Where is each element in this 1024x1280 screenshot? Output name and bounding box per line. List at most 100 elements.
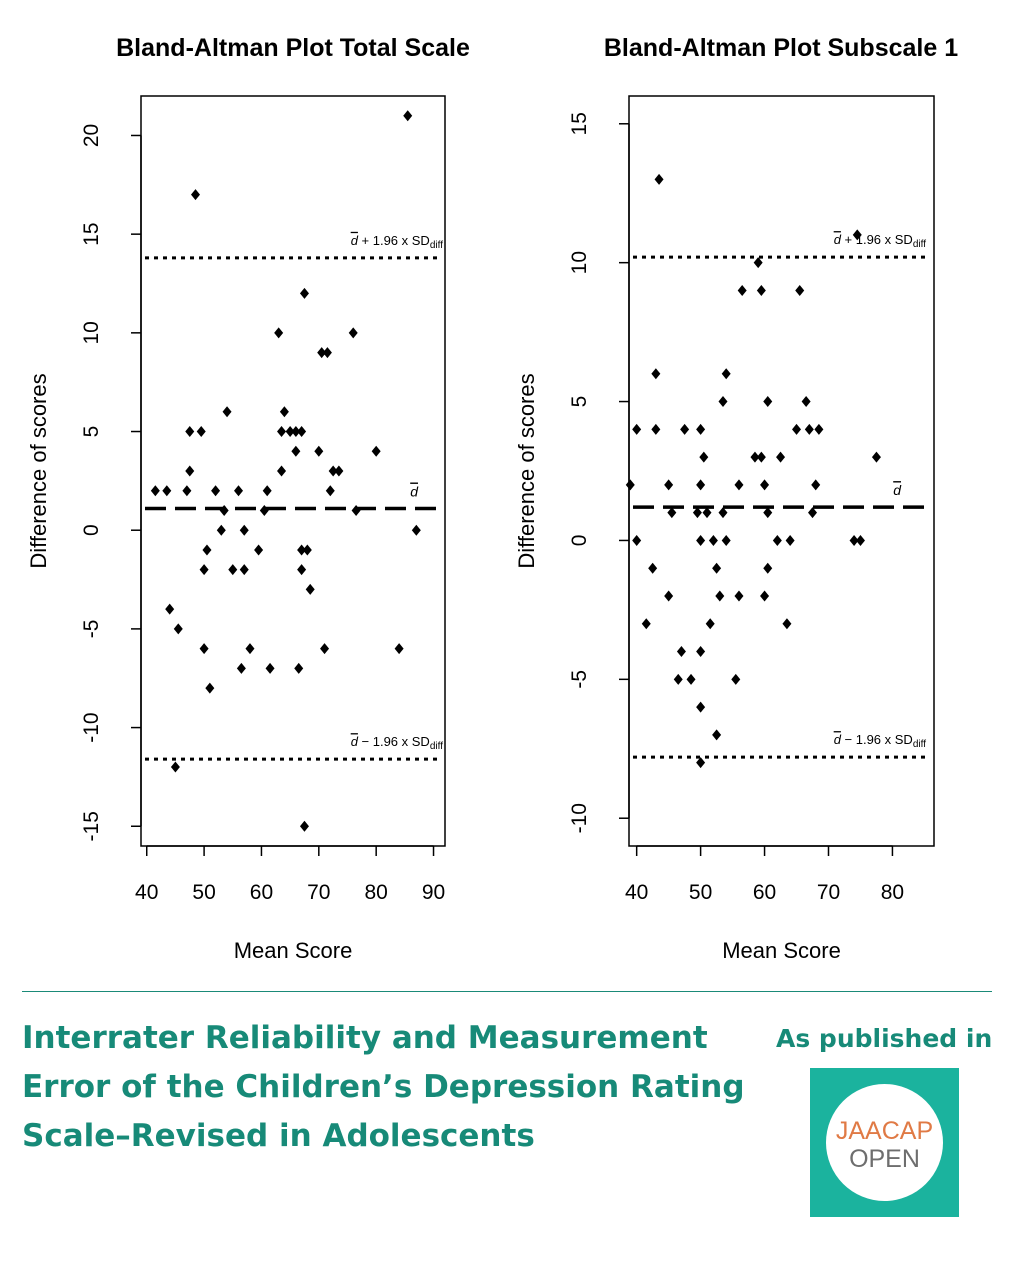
data-point: [190, 189, 200, 201]
data-point: [708, 534, 718, 546]
data-point: [712, 562, 722, 574]
data-point: [760, 590, 770, 602]
footer-divider: [22, 991, 992, 992]
data-point: [664, 590, 674, 602]
data-point: [297, 426, 307, 438]
data-point: [664, 479, 674, 491]
data-point: [731, 673, 741, 685]
data-point: [239, 564, 249, 576]
data-point: [734, 590, 744, 602]
y-tick-label: -5: [80, 620, 103, 639]
data-point: [753, 257, 763, 269]
data-point: [772, 534, 782, 546]
upper-limit-label: d + 1.96 x SDdiff: [351, 233, 444, 251]
logo-line-1: JAACAP: [835, 1117, 934, 1145]
data-point: [852, 229, 862, 241]
x-tick-label: 40: [625, 881, 648, 904]
data-point: [348, 327, 358, 339]
data-point: [291, 445, 301, 457]
data-point: [302, 544, 312, 556]
y-tick-label: -15: [80, 811, 103, 841]
data-point: [795, 284, 805, 296]
y-tick-label: 5: [568, 396, 591, 408]
y-tick-label: -10: [568, 803, 591, 833]
data-point: [277, 426, 287, 438]
data-point: [299, 287, 309, 299]
data-point: [715, 590, 725, 602]
data-point: [328, 465, 338, 477]
data-point: [228, 564, 238, 576]
data-point: [265, 662, 275, 674]
data-point: [776, 451, 786, 463]
data-point: [763, 396, 773, 408]
logo-circle: JAACAP OPEN: [826, 1084, 943, 1201]
data-point: [811, 479, 821, 491]
data-point: [320, 643, 330, 655]
data-point: [855, 534, 865, 546]
y-axis-label: Difference of scores: [26, 373, 51, 568]
data-point: [712, 729, 722, 741]
x-tick-label: 50: [192, 881, 215, 904]
chart-subscale-1: Bland-Altman Plot Subscale 140 50 60 70 80Me…: [514, 34, 958, 963]
data-point: [334, 465, 344, 477]
data-point: [676, 646, 686, 658]
data-point: [165, 603, 175, 615]
x-tick-label: 80: [881, 881, 904, 904]
x-tick-label: 90: [422, 881, 445, 904]
data-point: [804, 423, 814, 435]
published-label: As published in: [776, 1024, 993, 1053]
data-point: [699, 451, 709, 463]
data-point: [651, 368, 661, 380]
data-point: [173, 623, 183, 635]
data-point: [871, 451, 881, 463]
data-point: [351, 504, 361, 516]
upper-limit-label: d + 1.96 x SDdiff: [834, 232, 927, 250]
x-tick-label: 70: [307, 881, 330, 904]
data-point: [756, 284, 766, 296]
data-point: [254, 544, 264, 556]
data-point: [294, 662, 304, 674]
data-point: [325, 485, 335, 497]
lower-limit-label: d − 1.96 x SDdiff: [834, 732, 927, 750]
data-point: [721, 368, 731, 380]
data-point: [648, 562, 658, 574]
data-point: [305, 583, 315, 595]
data-point: [202, 544, 212, 556]
data-point: [763, 562, 773, 574]
data-point: [322, 347, 332, 359]
data-point: [785, 534, 795, 546]
chart-title: Bland-Altman Plot Total Scale: [116, 34, 470, 62]
data-point: [696, 701, 706, 713]
data-point: [756, 451, 766, 463]
data-point: [801, 396, 811, 408]
data-point: [808, 507, 818, 519]
data-point: [696, 534, 706, 546]
data-point: [216, 524, 226, 536]
data-point: [394, 643, 404, 655]
lower-limit-label: d − 1.96 x SDdiff: [351, 734, 444, 752]
data-point: [199, 564, 209, 576]
data-point: [185, 426, 195, 438]
data-point: [317, 347, 327, 359]
data-point: [262, 485, 272, 497]
data-point: [750, 451, 760, 463]
data-point: [721, 534, 731, 546]
data-point: [696, 479, 706, 491]
data-point: [705, 618, 715, 630]
x-tick-label: 60: [250, 881, 273, 904]
data-point: [673, 673, 683, 685]
x-axis-label: Mean Score: [234, 938, 353, 963]
jaacap-open-logo[interactable]: JAACAP OPEN: [810, 1068, 959, 1217]
data-point: [314, 445, 324, 457]
y-tick-label: 15: [568, 112, 591, 135]
x-tick-label: 60: [753, 881, 776, 904]
x-tick-label: 70: [817, 881, 840, 904]
y-tick-label: 15: [80, 222, 103, 245]
data-point: [632, 423, 642, 435]
data-point: [718, 396, 728, 408]
data-point: [734, 479, 744, 491]
data-point: [371, 445, 381, 457]
data-point: [782, 618, 792, 630]
data-point: [667, 507, 677, 519]
data-point: [654, 173, 664, 185]
